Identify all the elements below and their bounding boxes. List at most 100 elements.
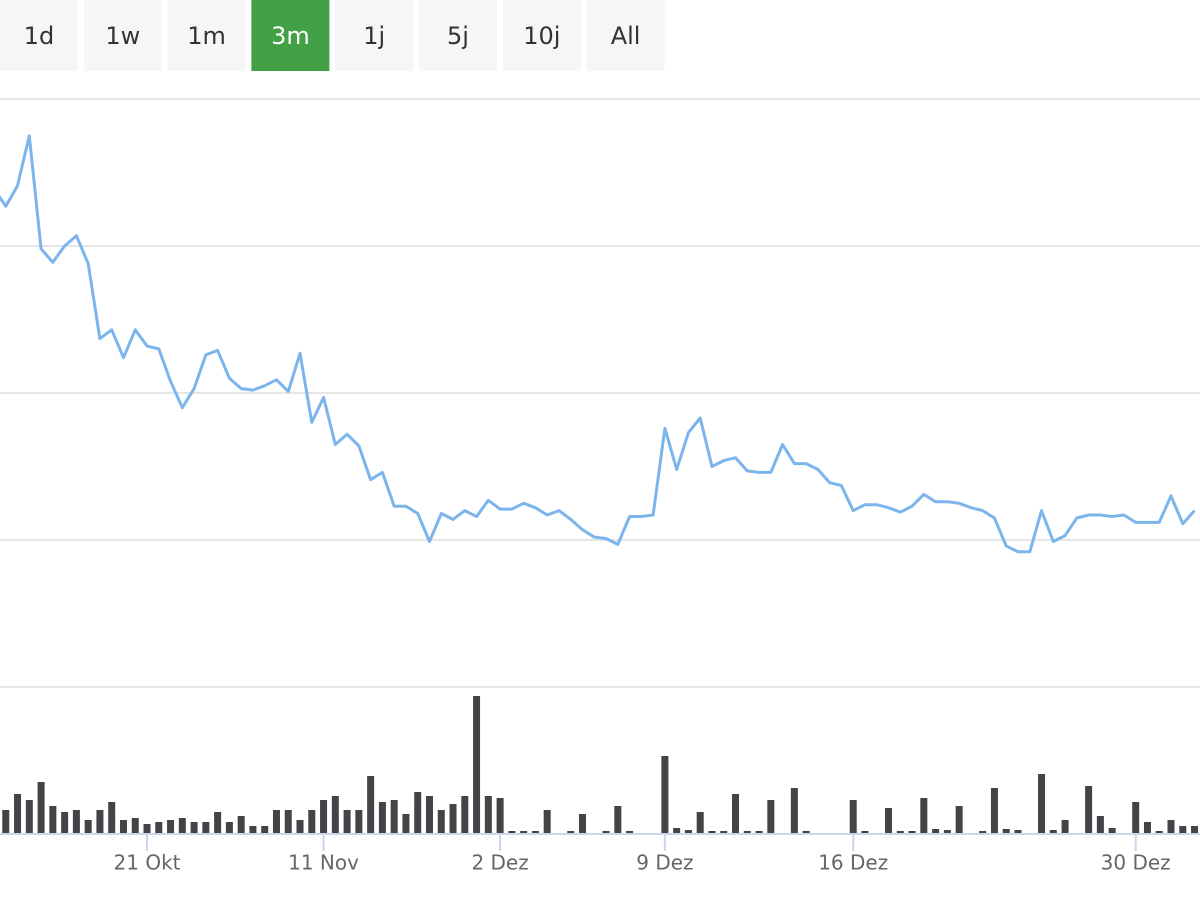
volume-bar xyxy=(1191,826,1199,833)
volume-bar xyxy=(25,800,33,833)
volume-bar xyxy=(755,831,763,833)
price-line xyxy=(0,134,1196,554)
x-tick-label: 9 Dez xyxy=(636,851,693,875)
volume-bar xyxy=(390,800,398,833)
volume-bar xyxy=(920,798,928,833)
volume-bar xyxy=(272,810,280,833)
volume-bar xyxy=(355,810,363,833)
volume-bar xyxy=(896,831,904,833)
range-button-label: 1m xyxy=(187,22,226,50)
volume-bar xyxy=(861,831,869,833)
volume-bar xyxy=(802,831,810,833)
volume-bar xyxy=(932,829,940,833)
volume-bar xyxy=(955,806,963,833)
volume-bar xyxy=(461,796,469,833)
volume-bar xyxy=(284,810,292,833)
volume-bar xyxy=(732,794,740,833)
volume-bar xyxy=(49,806,57,833)
range-button[interactable] xyxy=(83,0,162,71)
volume-bar xyxy=(708,831,716,833)
volume-bar xyxy=(378,802,386,833)
volume-bar xyxy=(696,812,704,833)
volume-bar xyxy=(296,820,304,833)
volume-bar xyxy=(178,818,186,833)
volume-bar xyxy=(990,788,998,833)
volume-bar xyxy=(720,831,728,833)
volume-bar xyxy=(1038,774,1046,833)
volume-bar xyxy=(1085,786,1093,833)
range-button[interactable] xyxy=(419,0,497,71)
volume-bar xyxy=(1049,830,1057,833)
volume-bar xyxy=(626,831,634,833)
volume-bar xyxy=(1143,822,1151,833)
volume-bar xyxy=(496,798,504,833)
range-button[interactable] xyxy=(502,0,581,71)
volume-bar xyxy=(684,830,692,833)
volume-bar xyxy=(167,820,175,833)
volume-bar xyxy=(320,800,328,833)
volume-bar xyxy=(214,812,222,833)
range-button[interactable] xyxy=(0,0,78,71)
volume-bar xyxy=(308,810,316,833)
volume-bar xyxy=(484,796,492,833)
volume-bar xyxy=(767,800,775,833)
x-tick-label: 16 Dez xyxy=(818,851,888,875)
volume-bar xyxy=(543,810,551,833)
volume-bar xyxy=(2,810,10,833)
range-button[interactable] xyxy=(167,0,246,71)
volume-bar xyxy=(72,810,80,833)
volume-bar xyxy=(508,831,516,833)
volume-bar xyxy=(202,822,210,833)
volume-bar xyxy=(885,808,893,833)
volume-bar xyxy=(225,822,233,833)
volume-bar xyxy=(414,792,422,833)
volume-bar xyxy=(567,831,575,833)
range-button-label: 3m xyxy=(271,22,310,50)
volume-bar xyxy=(119,820,127,833)
range-button[interactable] xyxy=(335,0,414,71)
volume-bar xyxy=(143,824,151,833)
volume-bar xyxy=(602,831,610,833)
volume-bar xyxy=(1155,831,1163,833)
volume-bar xyxy=(1108,828,1116,833)
range-button-label: 5j xyxy=(447,22,469,50)
volume-bar xyxy=(1132,802,1140,833)
volume-bar xyxy=(37,782,45,833)
volume-bar xyxy=(1167,820,1175,833)
range-button[interactable] xyxy=(586,0,665,71)
volume-bar xyxy=(849,800,857,833)
volume-bar xyxy=(14,794,22,833)
volume-bar xyxy=(579,814,586,833)
volume-bar xyxy=(1061,820,1069,833)
range-button-label: 1j xyxy=(363,22,385,50)
volume-bar xyxy=(1096,816,1104,833)
volume-bar xyxy=(449,804,457,833)
range-button-label: 1w xyxy=(105,22,140,50)
volume-bar xyxy=(979,831,987,833)
volume-bar xyxy=(1014,830,1022,833)
volume-bar xyxy=(661,756,669,833)
range-button[interactable] xyxy=(251,0,330,71)
volume-bar xyxy=(108,802,116,833)
volume-bar xyxy=(520,831,528,833)
volume-bar xyxy=(743,831,751,833)
volume-bar xyxy=(437,810,445,833)
volume-bar xyxy=(131,818,139,833)
volume-bar xyxy=(261,826,269,833)
volume-bar xyxy=(402,814,410,833)
volume-bar xyxy=(473,696,481,833)
volume-bar xyxy=(331,796,339,833)
volume-bar xyxy=(943,830,951,833)
range-button-label: All xyxy=(611,22,641,50)
volume-bar xyxy=(190,822,198,833)
volume-bar xyxy=(343,810,351,833)
x-tick-label: 2 Dez xyxy=(471,851,528,875)
volume-bar xyxy=(614,806,622,833)
volume-bar xyxy=(61,812,69,833)
volume-bar xyxy=(249,826,257,833)
volume-bar xyxy=(84,820,92,833)
volume-bar xyxy=(1179,826,1187,833)
range-button-label: 1d xyxy=(24,22,55,50)
x-tick-label: 11 Nov xyxy=(288,851,359,875)
